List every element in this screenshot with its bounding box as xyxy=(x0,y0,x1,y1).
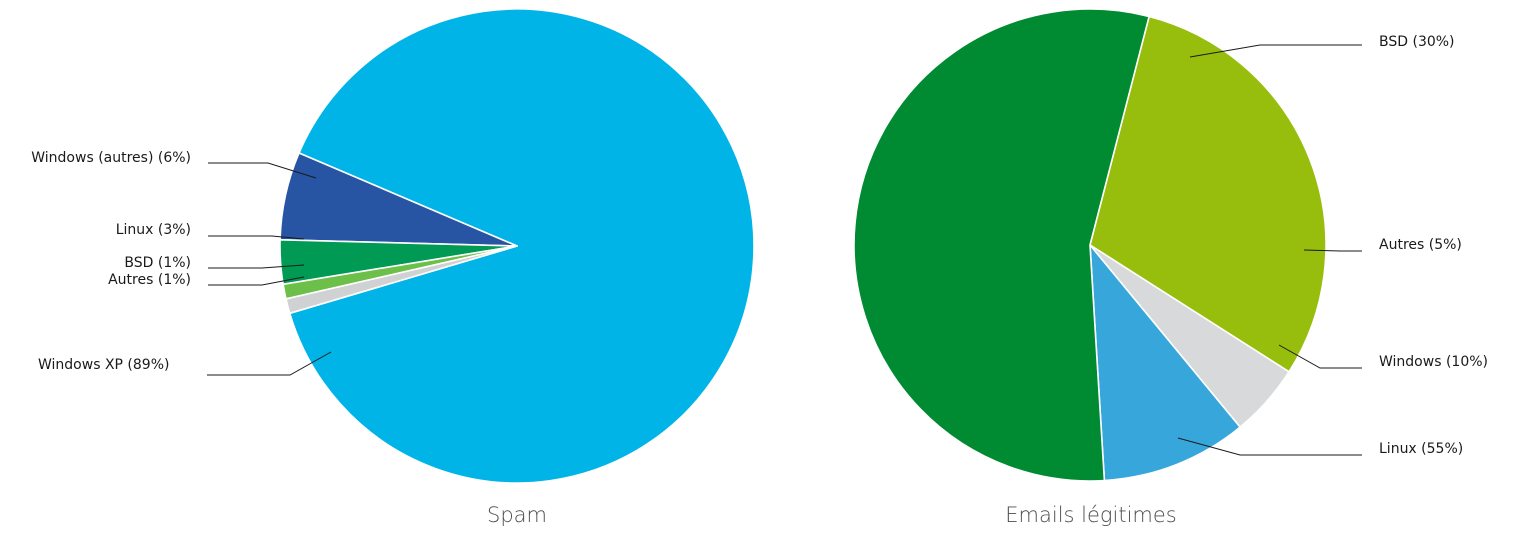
leader-line-linux-3 xyxy=(208,235,305,240)
slice-label-windows-autres-6: Windows (autres) (6%) xyxy=(31,150,191,166)
chart-title-emails-legitimes: Emails légitimes xyxy=(1005,503,1176,527)
chart-title-spam: Spam xyxy=(487,503,547,527)
pie-slice-linux-55 xyxy=(853,8,1150,482)
slice-label-autres-1: Autres (1%) xyxy=(108,272,191,288)
slice-label-bsd-1: BSD (1%) xyxy=(124,255,191,271)
leader-line-windows-autres-6 xyxy=(208,162,317,179)
leader-line-bsd-1 xyxy=(208,264,305,269)
leader-line-windows-10 xyxy=(1278,344,1362,369)
pie-slice-windows-xp-89 xyxy=(288,8,755,484)
pie-slice-autres-1 xyxy=(285,245,518,315)
slice-label-linux-55: Linux (55%) xyxy=(1379,441,1463,457)
pie-slice-windows-10 xyxy=(1089,244,1241,482)
pie-emails-legitimes: BSD (30%) Autres (5%) Windows (10%) Linux (… xyxy=(853,8,1488,482)
slice-label-windows-xp-89: Windows XP (89%) xyxy=(38,357,169,373)
slice-label-autres-5: Autres (5%) xyxy=(1379,237,1462,253)
leader-line-autres-1 xyxy=(208,276,305,286)
leader-line-windows-xp-89 xyxy=(207,351,332,376)
leader-line-linux-55 xyxy=(1177,437,1362,456)
pie-slice-bsd-30 xyxy=(1089,15,1327,373)
leader-line-autres-5 xyxy=(1303,249,1362,252)
slice-label-bsd-30: BSD (30%) xyxy=(1379,34,1455,50)
slice-label-windows-10: Windows (10%) xyxy=(1379,354,1488,370)
pie-spam: Windows XP (89%) Windows (autres) (6%) Lin… xyxy=(31,8,755,484)
slice-label-linux-3: Linux (3%) xyxy=(116,222,191,238)
leader-line-bsd-30 xyxy=(1189,44,1362,58)
